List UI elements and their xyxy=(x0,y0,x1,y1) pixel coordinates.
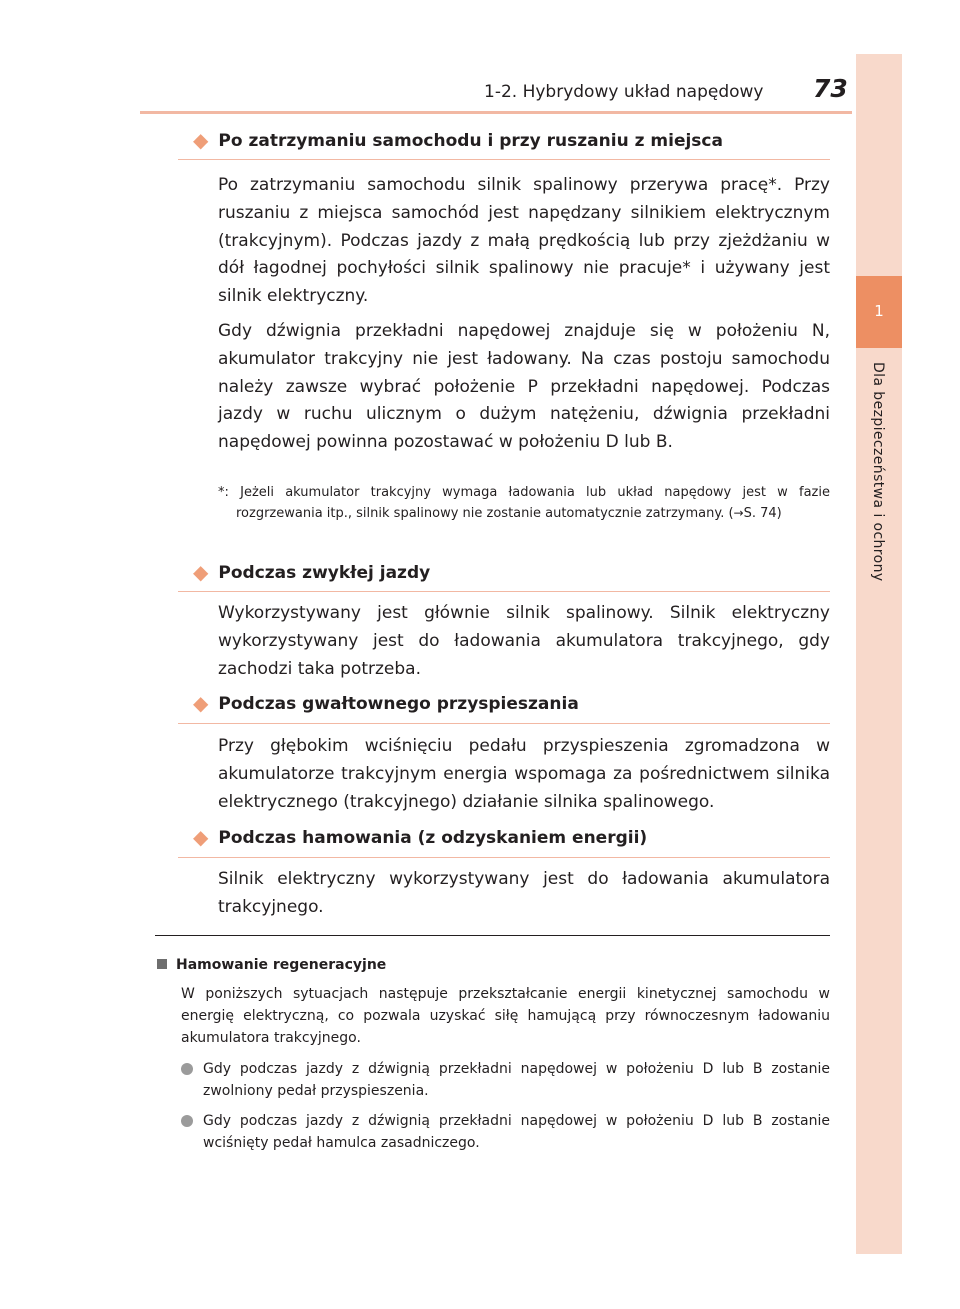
paragraph: Silnik elektryczny wykorzystywany jest d… xyxy=(218,869,830,917)
note-heading: Hamowanie regeneracyjne xyxy=(157,957,386,973)
chapter-tab xyxy=(856,54,902,1254)
section-rule xyxy=(178,159,830,160)
divider xyxy=(155,935,830,936)
chapter-label: Dla bezpieczeństwa i ochrony xyxy=(870,362,886,582)
bullet-dot-icon xyxy=(181,1115,193,1127)
footnote: *: Jeżeli akumulator trakcyjny wymaga ła… xyxy=(218,485,830,521)
header-rule xyxy=(140,111,852,114)
paragraph: Po zatrzymaniu samochodu silnik spalinow… xyxy=(218,175,830,307)
section-heading: ◆ Podczas gwałtownego przyspieszania xyxy=(193,691,579,715)
chapter-number-box xyxy=(856,276,902,348)
paragraph: Wykorzystywany jest głównie silnik spali… xyxy=(218,603,830,679)
bullet-dot-icon xyxy=(181,1063,193,1075)
header-section-title: 1-2. Hybrydowy układ napędowy xyxy=(484,82,764,102)
paragraph: Gdy dźwignia przekładni napędowej znajdu… xyxy=(218,321,830,453)
diamond-icon: ◆ xyxy=(193,560,209,584)
list-item: Gdy podczas jazdy z dźwignią przekładni … xyxy=(181,1058,830,1102)
paragraph: Przy głębokim wciśnięciu pedału przyspie… xyxy=(218,736,830,812)
list-item: Gdy podczas jazdy z dźwignią przekładni … xyxy=(181,1110,830,1154)
chapter-number: 1 xyxy=(874,302,884,320)
section-rule xyxy=(178,857,830,858)
arrow-right-icon: → xyxy=(733,506,744,520)
diamond-icon: ◆ xyxy=(193,691,209,715)
section-rule xyxy=(178,723,830,724)
section-heading: ◆ Podczas zwykłej jazdy xyxy=(193,560,431,584)
section-heading: ◆ Po zatrzymaniu samochodu i przy ruszani… xyxy=(193,128,723,152)
page-number: 73 xyxy=(813,74,848,103)
section-rule xyxy=(178,591,830,592)
note-paragraph: W poniższych sytuacjach następuje przeks… xyxy=(181,986,830,1046)
diamond-icon: ◆ xyxy=(193,128,209,152)
diamond-icon: ◆ xyxy=(193,825,209,849)
square-icon xyxy=(157,959,167,969)
section-heading: ◆ Podczas hamowania (z odzyskaniem energi… xyxy=(193,825,648,849)
